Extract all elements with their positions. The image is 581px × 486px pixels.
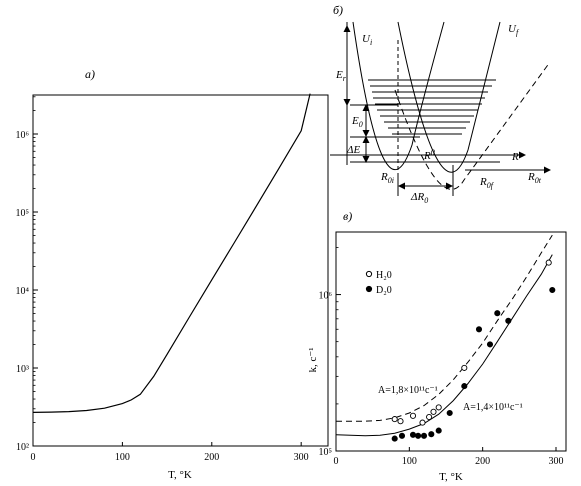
point-h2o [430,408,437,415]
point-d2o [428,431,435,438]
legend-text-d2o: D₂0 [376,285,392,296]
point-d2o [398,432,406,439]
fit-line-dashed [336,234,553,422]
x-tick-label-c: 100 [402,456,417,467]
point-h2o [426,413,433,421]
label-ui: Ui [362,33,372,47]
point-d2o [475,326,483,333]
x-axis-label-c: T, °K [439,471,463,483]
y-axis-c: 10⁵ 10⁶ [319,247,341,458]
label-er: Er [335,69,347,83]
panel-label-b: б) [333,3,343,17]
x-tick-label-c: 300 [549,456,564,467]
series-line-a [32,93,311,413]
y-tick-label-a: 10⁵ [16,208,30,219]
y-axis-a: 10² 10³ 10⁴ 10⁵ 10⁶ [16,96,38,453]
data-points [391,259,556,442]
point-d2o [415,432,422,439]
legend-c: H₂0 D₂0 [365,270,392,296]
point-d2o [435,427,442,434]
legend-marker-open [365,270,373,278]
x-tick-label-a: 100 [115,452,130,463]
point-h2o [397,418,404,425]
x-tick-label-c: 0 [334,456,339,467]
point-h2o [391,416,398,423]
point-d2o [486,341,494,348]
point-d2o [420,432,428,439]
point-d2o [391,435,398,442]
levels-ui [368,79,496,135]
x-tick-label-a: 0 [31,452,36,463]
point-d2o [461,383,468,390]
label-uf: Uf [508,23,520,37]
label-e0: E0 [351,115,363,129]
point-d2o [505,317,512,324]
y-tick-label-a: 10³ [16,364,29,375]
x-axis-a: 0 100 200 300 [31,442,309,463]
annotation-dashed: A=1,8×10¹¹c⁻¹ [378,385,438,396]
label-rstar: R* [511,151,525,163]
x-tick-label-a: 300 [294,452,309,463]
legend-text-h2o: H₂0 [376,270,392,281]
diagram-b: б) [330,3,551,205]
point-h2o [419,419,426,426]
plot-frame-c [335,231,567,452]
y-axis-label-c: k, c⁻¹ [307,348,319,373]
y-tick-label-c: 10⁵ [319,447,333,458]
potential-curve-dashed [394,61,551,190]
label-r0f: R0f [479,176,495,190]
y-tick-label-a: 10² [16,442,29,453]
x-tick-label-c: 200 [475,456,490,467]
fit-line-solid [335,254,553,437]
annotation-solid: A=1,4×10¹¹c⁻¹ [463,402,523,413]
label-de: ΔE [346,144,360,156]
point-h2o [461,364,468,371]
label-dr0: ΔR0 [410,191,428,205]
point-h2o [435,404,442,411]
x-axis-label-a: T, °K [168,469,192,481]
legend-marker-filled [365,285,373,293]
y-tick-label-a: 10⁶ [16,130,30,141]
point-d2o [446,409,453,417]
label-r0t: R0t [527,171,542,185]
label-r0i: R0i [380,171,394,185]
y-tick-label-a: 10⁴ [16,286,30,297]
chart-c: в) 0 100 200 300 10⁵ 10⁶ H₂0 D₂0 A=1,8×10¹¹c… [307,209,567,483]
point-h2o [545,259,552,266]
label-r0: R0 [423,148,435,162]
x-tick-label-a: 200 [204,452,219,463]
point-d2o [549,286,556,294]
plot-frame-a [32,94,329,447]
point-h2o [409,412,417,419]
point-d2o [494,310,501,317]
panel-label-c: в) [343,209,352,223]
chart-a: a) 0 100 200 300 10² 10³ 10⁴ 10⁵ 10⁶ T, °K [16,67,329,481]
x-axis-c: 0 100 200 300 [334,447,564,467]
panel-label-a: a) [85,67,95,81]
potential-curve-uf [397,21,501,173]
point-d2o [409,431,417,438]
y-tick-label-c: 10⁶ [319,291,333,302]
